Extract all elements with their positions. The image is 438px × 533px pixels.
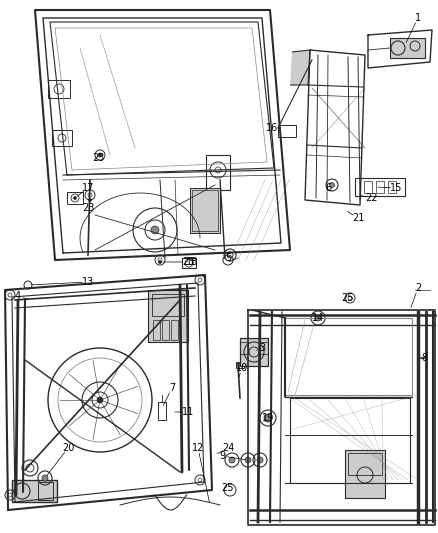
Circle shape <box>245 457 251 463</box>
Circle shape <box>329 182 335 188</box>
Text: 2: 2 <box>415 283 421 293</box>
Bar <box>236 362 244 368</box>
Bar <box>376 181 384 193</box>
Text: 15: 15 <box>390 183 402 193</box>
Circle shape <box>159 261 162 263</box>
Bar <box>152 294 184 316</box>
Circle shape <box>97 397 103 403</box>
Bar <box>290 398 410 483</box>
Bar <box>390 38 425 58</box>
Text: 23: 23 <box>82 203 94 213</box>
Text: 23: 23 <box>182 257 194 267</box>
Bar <box>206 155 230 190</box>
Bar <box>260 342 268 354</box>
Text: 9: 9 <box>219 451 225 461</box>
Bar <box>345 450 385 498</box>
Circle shape <box>151 226 159 234</box>
Text: 25: 25 <box>222 483 234 493</box>
Text: 17: 17 <box>82 183 94 193</box>
Bar <box>171 320 178 340</box>
Circle shape <box>99 154 102 157</box>
Bar <box>153 320 160 340</box>
Bar <box>355 178 405 196</box>
Bar <box>48 80 70 98</box>
Text: 11: 11 <box>182 407 194 417</box>
Bar <box>52 130 72 146</box>
Text: 4: 4 <box>15 291 21 301</box>
Text: 20: 20 <box>62 443 74 453</box>
Text: 19: 19 <box>262 413 274 423</box>
Text: 22: 22 <box>366 193 378 203</box>
Bar <box>240 342 248 354</box>
Text: 14: 14 <box>312 313 324 323</box>
Circle shape <box>88 198 92 201</box>
Text: 1: 1 <box>415 13 421 23</box>
Text: 16: 16 <box>266 123 278 133</box>
Text: 6: 6 <box>325 183 331 193</box>
Text: 25: 25 <box>342 293 354 303</box>
Text: 13: 13 <box>82 277 94 287</box>
Polygon shape <box>290 50 310 85</box>
Bar <box>348 453 382 475</box>
Text: 23: 23 <box>92 153 104 163</box>
Bar <box>162 320 169 340</box>
Circle shape <box>257 457 263 463</box>
Text: 7: 7 <box>169 383 175 393</box>
Bar <box>38 482 53 500</box>
Bar <box>148 290 188 342</box>
Text: 12: 12 <box>192 443 204 453</box>
Text: 10: 10 <box>236 363 248 373</box>
Bar <box>388 181 396 193</box>
Circle shape <box>74 197 77 199</box>
Bar <box>12 480 57 502</box>
Bar <box>192 190 218 231</box>
Circle shape <box>42 475 48 481</box>
Text: 8: 8 <box>421 353 427 363</box>
Text: 5: 5 <box>225 253 231 263</box>
Bar <box>364 181 372 193</box>
Bar <box>190 188 220 233</box>
Circle shape <box>229 457 235 463</box>
Circle shape <box>264 414 272 422</box>
Bar <box>67 192 83 204</box>
Text: 24: 24 <box>222 443 234 453</box>
Circle shape <box>315 315 321 321</box>
Bar <box>158 402 166 420</box>
Text: 21: 21 <box>352 213 364 223</box>
Bar <box>182 258 196 268</box>
Bar <box>240 338 268 366</box>
Bar <box>278 125 296 137</box>
Text: 18: 18 <box>186 257 198 267</box>
Text: 3: 3 <box>259 343 265 353</box>
